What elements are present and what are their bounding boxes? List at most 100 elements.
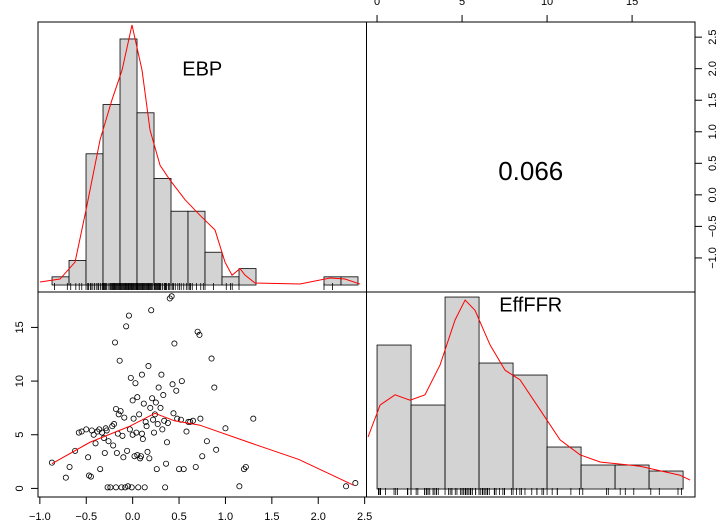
scatter-point bbox=[147, 404, 154, 411]
scatter-point bbox=[121, 414, 128, 421]
histogram-bar bbox=[444, 296, 480, 490]
x-tick-label: 15 bbox=[626, 0, 638, 8]
panel-frame bbox=[37, 291, 367, 498]
y-tick-label: 0.5 bbox=[707, 156, 719, 171]
scatter-point bbox=[192, 463, 199, 470]
scatter-point bbox=[169, 381, 176, 388]
scatter-point bbox=[159, 426, 166, 433]
y-tick-label: 5 bbox=[14, 432, 26, 438]
density-curve bbox=[39, 24, 361, 285]
histogram-bar bbox=[68, 260, 87, 286]
panel-frame bbox=[366, 291, 696, 498]
scatter-point bbox=[124, 447, 131, 454]
scatter-point bbox=[146, 455, 153, 462]
scatter-point bbox=[158, 371, 165, 378]
x-tick-label: 1.0 bbox=[218, 511, 233, 523]
scatter-point bbox=[117, 408, 124, 415]
scatter-point bbox=[123, 323, 130, 330]
histogram-bar bbox=[648, 470, 684, 490]
scatter-point bbox=[66, 463, 73, 470]
scatter-point bbox=[149, 395, 156, 402]
scatter-point bbox=[139, 436, 146, 443]
scatter-point bbox=[173, 387, 180, 394]
scatter-point bbox=[112, 484, 119, 491]
scatter-point bbox=[132, 380, 139, 387]
histogram-bar bbox=[136, 112, 155, 286]
scatter-point bbox=[176, 466, 183, 473]
scatter-point bbox=[250, 415, 257, 422]
scatter-point bbox=[62, 474, 69, 481]
y-tick-label: 0.0 bbox=[707, 187, 719, 202]
scatter-point bbox=[125, 483, 132, 490]
scatter-point bbox=[150, 429, 157, 436]
scatter-point bbox=[242, 463, 249, 470]
y-tick-label: 0 bbox=[14, 485, 26, 491]
y-tick-label: 15 bbox=[14, 321, 26, 333]
scatter-point bbox=[197, 415, 204, 422]
scatter-point bbox=[113, 449, 120, 456]
scatter-point bbox=[213, 446, 220, 453]
scatter-point bbox=[103, 427, 110, 434]
scatter-point bbox=[171, 340, 178, 347]
scatter-point bbox=[115, 411, 122, 418]
scatter-point bbox=[162, 484, 169, 491]
histogram-bar bbox=[102, 104, 121, 286]
scatter-point bbox=[105, 438, 112, 445]
scatter-point bbox=[163, 439, 170, 446]
scatter-point bbox=[145, 363, 152, 370]
scatter-point bbox=[157, 404, 164, 411]
histogram-bar bbox=[187, 210, 206, 286]
x-tick-label: −0.5 bbox=[75, 511, 97, 523]
x-tick-label: 10 bbox=[541, 0, 553, 8]
scatter-point bbox=[160, 392, 167, 399]
y-tick-label: 2.5 bbox=[707, 29, 719, 44]
scatter-point bbox=[150, 416, 157, 423]
scatter-point bbox=[75, 429, 82, 436]
scatter-point bbox=[129, 397, 136, 404]
scatter-point bbox=[148, 307, 155, 314]
smooth-line bbox=[51, 412, 354, 486]
x-tick-label: −1.0 bbox=[29, 511, 51, 523]
scatter-point bbox=[168, 293, 175, 300]
scatter-point bbox=[343, 483, 350, 490]
histogram-bar bbox=[85, 153, 104, 286]
scatter-point bbox=[187, 418, 194, 425]
scatter-point bbox=[92, 440, 99, 447]
scatter-point bbox=[141, 484, 148, 491]
scatter-point bbox=[142, 418, 149, 425]
scatter-point bbox=[125, 312, 132, 319]
scatter-point bbox=[189, 417, 196, 424]
scatter-point bbox=[116, 357, 123, 364]
scatter-point bbox=[134, 394, 141, 401]
scatter-point bbox=[178, 378, 185, 385]
scatter-point bbox=[90, 431, 97, 438]
scatter-point bbox=[111, 421, 118, 428]
correlation-value: 0.066 bbox=[498, 156, 563, 186]
scatter-point bbox=[211, 384, 218, 391]
scatter-point bbox=[131, 453, 138, 460]
histogram-bar bbox=[512, 374, 548, 490]
histogram-bar bbox=[478, 362, 514, 490]
scatter-point bbox=[194, 328, 201, 335]
histogram-bar bbox=[614, 464, 650, 490]
scatter-point bbox=[152, 399, 159, 406]
scatter-point bbox=[126, 426, 133, 433]
density-curve bbox=[367, 299, 691, 481]
scatter-point bbox=[222, 425, 229, 432]
scatter-point bbox=[154, 421, 161, 428]
scatter-point bbox=[144, 448, 151, 455]
histogram-bar bbox=[546, 446, 582, 490]
histogram-bar bbox=[204, 251, 223, 286]
scatter-point bbox=[138, 371, 145, 378]
histogram-bar bbox=[410, 404, 446, 490]
scatter-point bbox=[104, 484, 111, 491]
scatter-point bbox=[138, 453, 145, 460]
histogram-bar bbox=[580, 464, 616, 490]
scatter-point bbox=[153, 466, 160, 473]
y-tick-label: 1.5 bbox=[707, 93, 719, 108]
histogram-bar bbox=[170, 210, 189, 286]
scatter-point bbox=[138, 430, 145, 437]
variable-name: EffFFR bbox=[499, 294, 562, 316]
scatter-point bbox=[170, 410, 177, 417]
